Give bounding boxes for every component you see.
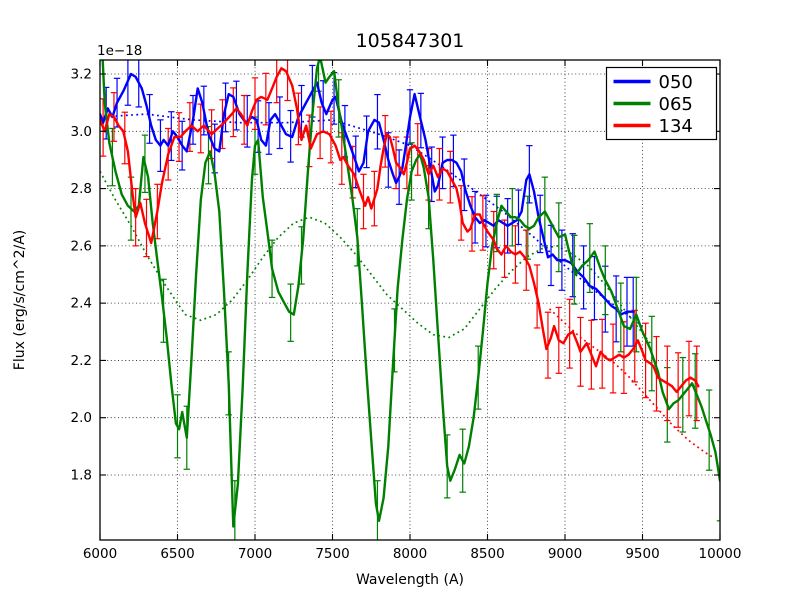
x-tick-label: 9500: [625, 546, 659, 562]
y-tick-label: 3.0: [71, 124, 92, 140]
plot-title: 105847301: [356, 30, 465, 52]
x-tick-label: 7000: [238, 546, 272, 562]
x-tick-label: 7500: [315, 546, 349, 562]
y-offset-label: 1e−18: [97, 43, 142, 59]
legend-entry-134: 134: [613, 116, 693, 137]
series-line-050: [100, 72, 635, 316]
x-tick-label: 9000: [548, 546, 582, 562]
series-line-050-continuum: [100, 113, 644, 327]
y-axis-label: Flux (erg/s/cm^2/A): [12, 230, 28, 370]
x-tick-label: 8500: [470, 546, 504, 562]
x-tick-label: 6500: [160, 546, 194, 562]
y-tick-label: 1.8: [71, 467, 92, 483]
y-tick-label: 2.6: [71, 238, 92, 254]
legend-entry-label: 050: [659, 72, 693, 93]
y-tick-label: 2.8: [71, 181, 92, 197]
tick-labels: 6000 6500 7000 7500 8000 8500 9000 9500 10000 1.8…: [71, 67, 742, 562]
series-line-065: [101, 60, 720, 528]
legend-entry-label: 065: [659, 94, 693, 115]
x-tick-label: 10000: [699, 546, 742, 562]
y-tick-label: 2.0: [71, 410, 92, 426]
series-line-134: [100, 67, 700, 394]
y-tick-label: 3.2: [71, 67, 92, 83]
x-tick-label: 8000: [393, 546, 427, 562]
legend-entry-050: 050: [613, 72, 693, 93]
y-tick-label: 2.2: [71, 353, 92, 369]
legend-entry-label: 134: [659, 116, 693, 137]
y-tick-label: 2.4: [71, 296, 92, 312]
series-layer: [100, 60, 720, 540]
x-axis-label: Wavelength (A): [356, 572, 464, 588]
legend-entry-065: 065: [613, 94, 693, 115]
series-line-065-continuum: [100, 170, 651, 344]
x-tick-label: 6000: [83, 546, 117, 562]
